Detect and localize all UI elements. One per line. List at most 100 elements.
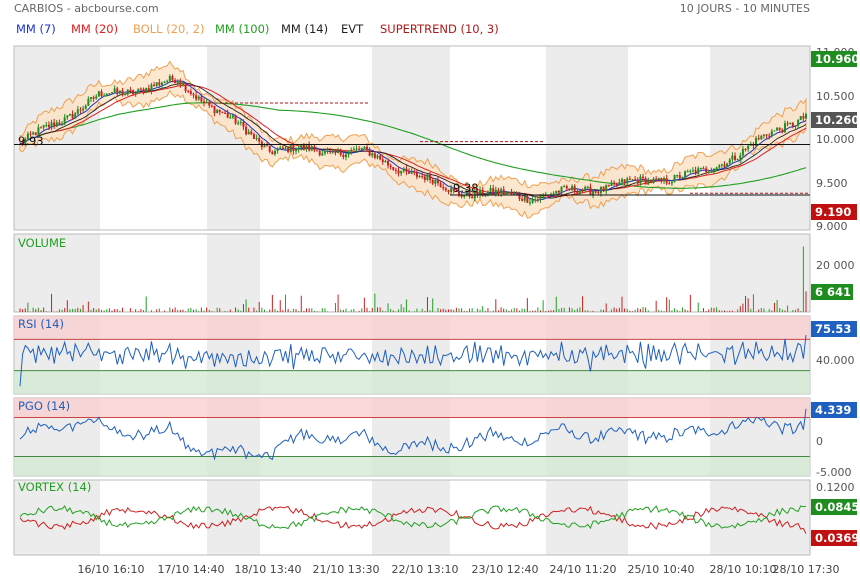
candle-body-282 — [760, 135, 763, 140]
candle-body-76 — [218, 109, 221, 113]
candle-body-198 — [539, 196, 542, 200]
candle-body-295 — [794, 125, 797, 127]
candle-body-22 — [76, 109, 79, 114]
candle-body-87 — [247, 131, 250, 135]
session-band-2-price — [372, 46, 450, 230]
candle-body-203 — [552, 193, 555, 195]
candle-body-6 — [34, 132, 37, 135]
price-tick-9000: 9.000 — [816, 220, 848, 233]
vortex-tick-01200: 0.1200 — [816, 481, 855, 494]
candle-body-277 — [747, 145, 750, 150]
candle-body-131 — [363, 146, 366, 149]
candle-body-94 — [266, 145, 269, 147]
x-label-2: 18/10 13:40 — [235, 563, 302, 576]
price-tick-10500: 10.500 — [816, 90, 855, 103]
candle-body-243 — [657, 177, 660, 180]
candle-body-67 — [195, 95, 198, 100]
candle-body-1 — [21, 143, 24, 145]
legend-evt: EVT — [341, 22, 364, 36]
candle-body-176 — [481, 189, 484, 196]
candle-body-118 — [329, 150, 332, 152]
candle-body-224 — [607, 184, 610, 186]
candle-body-27 — [89, 97, 92, 99]
candle-body-32 — [103, 95, 106, 97]
candle-body-50 — [150, 84, 153, 91]
rsi-title: RSI (14) — [18, 317, 64, 331]
candle-body-264 — [712, 169, 715, 172]
candle-body-183 — [500, 189, 503, 194]
candle-body-152 — [418, 176, 421, 178]
candle-body-213 — [578, 190, 581, 194]
candle-body-178 — [486, 191, 489, 195]
candle-body-205 — [557, 190, 560, 193]
volume-pane — [13, 233, 811, 313]
candle-body-271 — [731, 155, 734, 160]
candle-body-154 — [423, 176, 426, 180]
session-band-0-volume — [14, 234, 100, 312]
candle-body-252 — [681, 176, 684, 179]
x-axis: 16/10 16:10 17/10 14:40 18/10 13:40 21/1… — [78, 563, 840, 576]
candle-body-270 — [728, 159, 731, 164]
candle-body-253 — [684, 171, 687, 177]
candle-body-226 — [613, 182, 616, 184]
pgo-badge-bg — [811, 402, 857, 418]
candle-body-64 — [187, 91, 190, 93]
candle-body-77 — [221, 112, 224, 114]
candle-body-215 — [584, 186, 587, 191]
candle-body-148 — [408, 171, 411, 174]
x-label-5: 23/10 12:40 — [472, 563, 539, 576]
session-band-1-vortex — [207, 480, 260, 555]
candle-body-260 — [702, 168, 705, 170]
candle-body-157 — [431, 179, 434, 184]
candle-body-212 — [576, 191, 579, 194]
vortex-plus-line — [19, 505, 807, 530]
session-band-3-volume — [546, 234, 628, 312]
candle-body-245 — [663, 178, 666, 182]
candle-body-298 — [802, 116, 805, 119]
candle-body-221 — [599, 186, 602, 194]
vortex-minus-line — [19, 505, 807, 534]
candle-body-292 — [786, 123, 789, 125]
pgo-pane — [13, 397, 811, 477]
candle-body-10 — [45, 124, 48, 126]
session-band-3-price — [546, 46, 628, 230]
vortex-plus-badge: 0.0845 — [815, 500, 859, 514]
candle-body-38 — [118, 90, 121, 93]
candle-body-169 — [463, 195, 466, 197]
candle-body-14 — [55, 122, 58, 127]
rsi-badge: 75.53 — [815, 322, 851, 336]
candle-body-110 — [308, 144, 311, 151]
candle-body-191 — [521, 198, 524, 201]
candle-body-119 — [331, 149, 334, 152]
candle-body-2 — [24, 138, 27, 144]
candle-body-161 — [442, 186, 445, 189]
legend-mm7: MM (7) — [16, 22, 56, 36]
candle-body-37 — [116, 88, 119, 93]
badge-last: 10.260 — [815, 113, 859, 127]
vortex-minus-badge-bg — [811, 530, 857, 546]
candle-body-263 — [710, 171, 713, 173]
candle-body-248 — [670, 181, 673, 184]
candle-body-222 — [602, 186, 605, 192]
price-tick-9500: 9.500 — [816, 177, 848, 190]
candle-body-269 — [726, 163, 729, 167]
volume-title: VOLUME — [18, 236, 66, 250]
candle-body-168 — [460, 195, 463, 197]
volume-badge-bg — [811, 284, 853, 300]
candle-body-132 — [365, 146, 368, 150]
candle-body-4 — [29, 133, 32, 135]
candle-body-141 — [389, 165, 392, 168]
candle-body-273 — [736, 159, 739, 161]
price-tick-10000: 10.000 — [816, 133, 855, 146]
candle-body-143 — [394, 169, 397, 171]
candle-body-29 — [95, 96, 98, 99]
candle-body-278 — [749, 144, 752, 146]
candle-body-181 — [494, 189, 497, 194]
candle-body-53 — [158, 82, 161, 85]
candle-body-74 — [213, 106, 216, 114]
rsi-pane — [13, 315, 811, 395]
candle-body-217 — [589, 186, 592, 195]
candle-body-171 — [468, 191, 471, 197]
candle-body-68 — [197, 96, 200, 100]
